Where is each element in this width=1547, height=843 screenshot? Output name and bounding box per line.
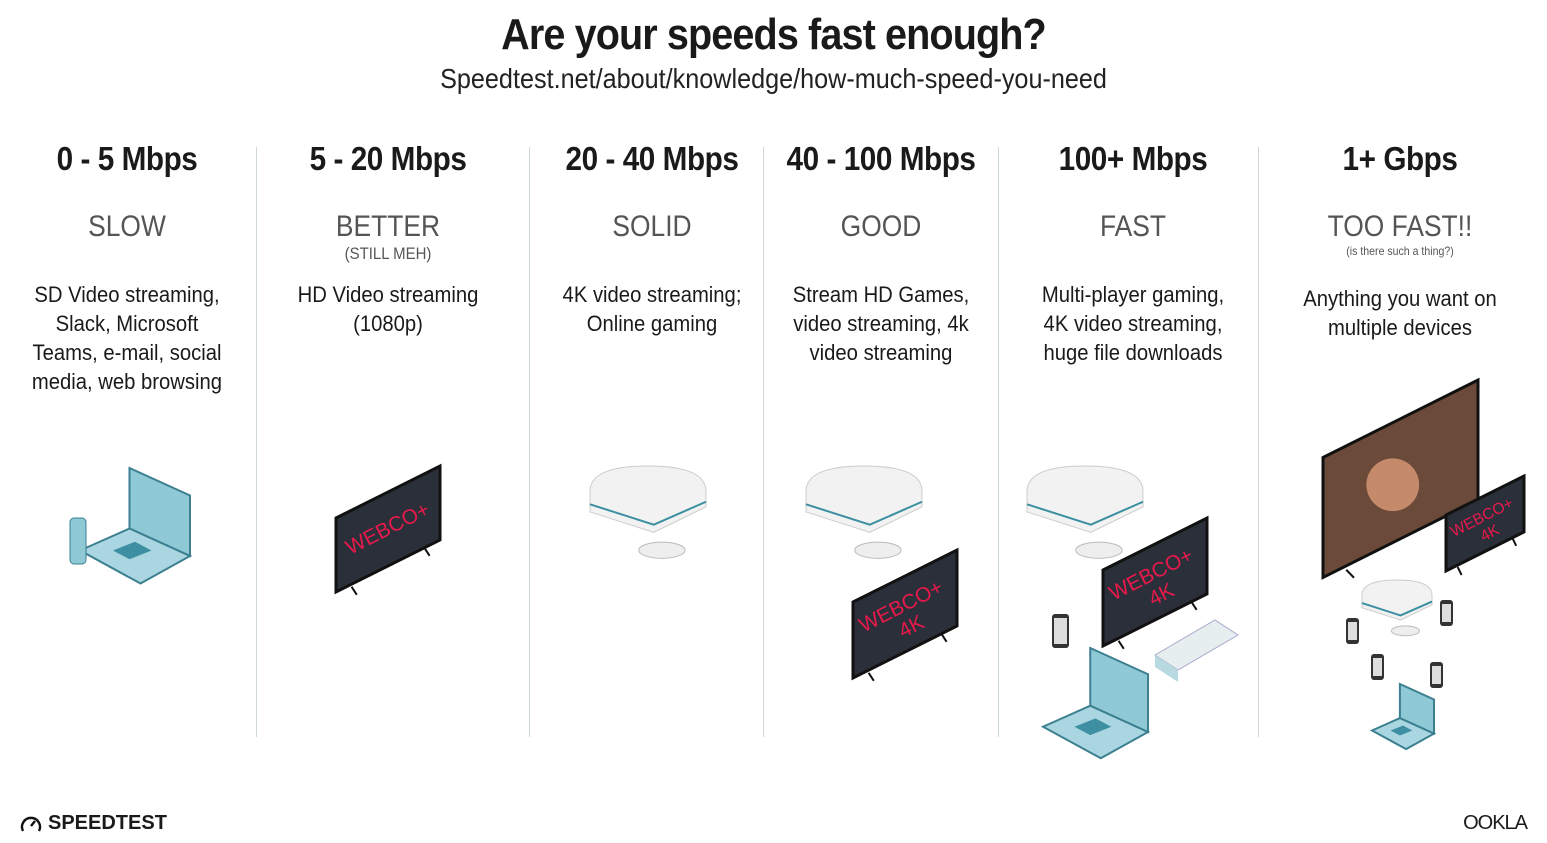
phone-icon [1371, 654, 1384, 680]
column-divider [763, 147, 764, 737]
tier-label: GOOD [840, 210, 922, 243]
tv-icon: WEBCO+4K [1444, 473, 1526, 576]
tv-icon: WEBCO+4K [851, 547, 959, 682]
ookla-logo: OOKLA [1463, 812, 1528, 834]
tv-icon: WEBCO+ [334, 463, 442, 596]
tier-label: SLOW [88, 210, 166, 243]
tier-column-better: 5 - 20 Mbps BETTER (STILL MEH) HD Video … [278, 140, 498, 338]
column-divider [1258, 147, 1259, 737]
game-controller-icon [1075, 541, 1123, 559]
column-divider [529, 147, 530, 737]
tv-icon: WEBCO+4K [1101, 515, 1209, 650]
tier-description: HD Video streaming (1080p) [297, 282, 479, 336]
tier-description: Stream HD Games, video streaming, 4k vid… [792, 282, 970, 365]
laptop-icon [1040, 646, 1151, 760]
phone-icon [1346, 618, 1359, 644]
tier-description: Anything you want on multiple devices [1303, 286, 1497, 340]
tier-description: SD Video streaming, Slack, Microsoft Tea… [31, 282, 223, 394]
tier-note: (is there such a thing?) [1346, 244, 1454, 258]
column-divider [256, 147, 257, 737]
game-console-icon [1154, 619, 1239, 671]
tier-label: BETTER [335, 210, 441, 243]
column-divider [998, 147, 999, 737]
page-subtitle-url: Speedtest.net/about/knowledge/how-much-s… [440, 63, 1107, 94]
speed-range: 20 - 40 Mbps [565, 140, 739, 177]
speed-range: 1+ Gbps [1342, 140, 1458, 177]
speed-range: 5 - 20 Mbps [309, 140, 467, 177]
speedometer-icon [20, 816, 42, 832]
speed-range: 40 - 100 Mbps [786, 140, 976, 177]
phone-icon [1052, 614, 1069, 648]
phone-icon [69, 517, 87, 565]
phone-icon [1430, 662, 1443, 688]
tier-label: SOLID [612, 210, 692, 243]
phone-icon [1440, 600, 1453, 626]
speed-range: 0 - 5 Mbps [56, 140, 198, 177]
tier-column-good: 40 - 100 Mbps GOOD Stream HD Games, vide… [771, 140, 991, 367]
tier-column-fast: 100+ Mbps FAST Multi-player gaming, 4K v… [1023, 140, 1243, 367]
tier-column-too-fast: 1+ Gbps TOO FAST!! (is there such a thin… [1290, 140, 1510, 342]
game-console-icon [1361, 579, 1433, 637]
tier-column-solid: 20 - 40 Mbps SOLID 4K video streaming; O… [542, 140, 762, 338]
game-controller-icon [1390, 625, 1420, 637]
page-title: Are your speeds fast enough? [501, 10, 1047, 59]
tier-note: (STILL MEH) [344, 244, 432, 263]
speed-range: 100+ Mbps [1058, 140, 1208, 177]
tier-description: 4K video streaming; Online gaming [562, 282, 742, 336]
game-controller-icon [854, 541, 902, 559]
game-console-side [1155, 655, 1178, 682]
game-console-icon [589, 465, 707, 559]
game-controller-icon [638, 541, 686, 559]
laptop-icon [77, 466, 193, 585]
speedtest-logo-text: SPEEDTEST [48, 812, 167, 834]
tier-description: Multi-player gaming, 4K video streaming,… [1041, 282, 1225, 365]
tier-column-slow: 0 - 5 Mbps SLOW SD Video streaming, Slac… [17, 140, 237, 396]
speedtest-logo: SPEEDTEST [20, 812, 167, 835]
tier-label: FAST [1099, 210, 1166, 243]
laptop-icon [1369, 682, 1437, 751]
game-console-icon [1026, 465, 1144, 559]
game-console-icon [805, 465, 923, 559]
tier-label: TOO FAST!! [1327, 210, 1473, 243]
